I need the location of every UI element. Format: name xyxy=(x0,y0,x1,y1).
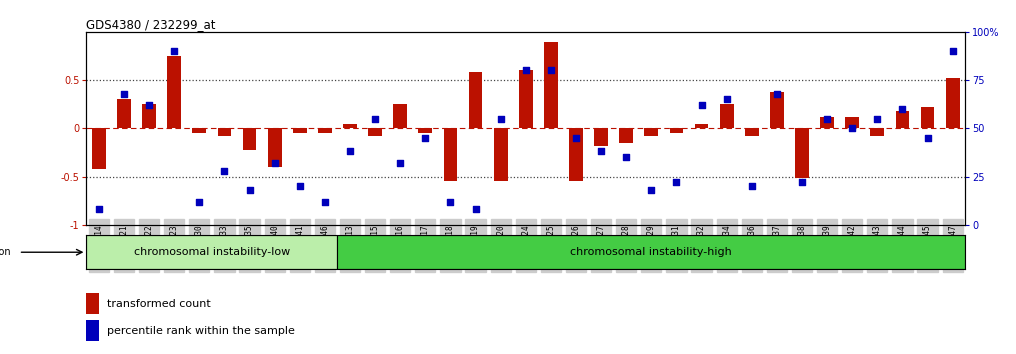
Point xyxy=(844,125,861,131)
Bar xyxy=(343,124,357,128)
Point xyxy=(90,206,107,212)
Point xyxy=(945,48,961,54)
Point xyxy=(341,149,358,154)
Bar xyxy=(494,128,508,181)
Bar xyxy=(86,293,100,314)
Bar xyxy=(770,92,783,128)
Bar xyxy=(745,128,759,136)
Bar xyxy=(117,99,131,128)
Point xyxy=(693,102,709,108)
Bar xyxy=(468,72,483,128)
Bar xyxy=(719,104,734,128)
Bar xyxy=(845,117,860,128)
Bar xyxy=(318,128,332,133)
Bar xyxy=(620,128,633,143)
Bar xyxy=(644,128,658,136)
Point xyxy=(191,199,207,205)
Bar xyxy=(670,128,684,133)
Point xyxy=(493,116,509,121)
Point xyxy=(769,91,785,96)
Point xyxy=(166,48,182,54)
Bar xyxy=(895,111,909,128)
Bar xyxy=(86,320,100,341)
Bar xyxy=(946,78,959,128)
Point xyxy=(793,179,810,185)
Bar xyxy=(594,128,608,146)
Bar xyxy=(368,128,382,136)
Text: GDS4380 / 232299_at: GDS4380 / 232299_at xyxy=(86,18,215,31)
Bar xyxy=(86,235,337,269)
Bar xyxy=(419,128,432,133)
Bar xyxy=(92,128,106,169)
Bar xyxy=(217,128,232,136)
Bar xyxy=(920,107,935,128)
Bar xyxy=(569,128,583,181)
Point xyxy=(618,154,634,160)
Point xyxy=(543,68,559,73)
Text: chromosomal instability-high: chromosomal instability-high xyxy=(570,247,733,257)
Bar xyxy=(142,104,156,128)
Point xyxy=(266,160,282,166)
Bar xyxy=(820,117,834,128)
Text: transformed count: transformed count xyxy=(107,298,210,309)
Point xyxy=(919,135,936,141)
Point xyxy=(517,68,533,73)
Text: percentile rank within the sample: percentile rank within the sample xyxy=(107,326,295,336)
Point xyxy=(894,106,910,112)
Point xyxy=(744,183,760,189)
Bar xyxy=(393,104,407,128)
Point xyxy=(116,91,132,96)
Point xyxy=(392,160,408,166)
Text: chromosomal instability-low: chromosomal instability-low xyxy=(134,247,290,257)
Point xyxy=(819,116,835,121)
Text: genotype/variation: genotype/variation xyxy=(0,247,11,257)
Bar xyxy=(243,128,256,149)
Bar xyxy=(168,56,181,128)
Point xyxy=(141,102,157,108)
Point xyxy=(367,116,383,121)
Bar xyxy=(192,128,206,133)
Point xyxy=(216,168,233,173)
Bar xyxy=(293,128,307,133)
Point xyxy=(869,116,885,121)
Bar xyxy=(796,128,809,178)
Point xyxy=(643,187,659,193)
Bar xyxy=(519,70,532,128)
Bar xyxy=(695,124,708,128)
Point xyxy=(418,135,434,141)
Point xyxy=(292,183,308,189)
Point xyxy=(317,199,333,205)
Point xyxy=(568,135,584,141)
Bar xyxy=(268,128,281,167)
Bar xyxy=(337,235,965,269)
Point xyxy=(442,199,458,205)
Bar xyxy=(444,128,457,181)
Point xyxy=(669,179,685,185)
Bar xyxy=(544,41,558,128)
Point xyxy=(718,97,735,102)
Point xyxy=(242,187,258,193)
Bar xyxy=(871,128,884,136)
Point xyxy=(593,149,610,154)
Point xyxy=(467,206,484,212)
